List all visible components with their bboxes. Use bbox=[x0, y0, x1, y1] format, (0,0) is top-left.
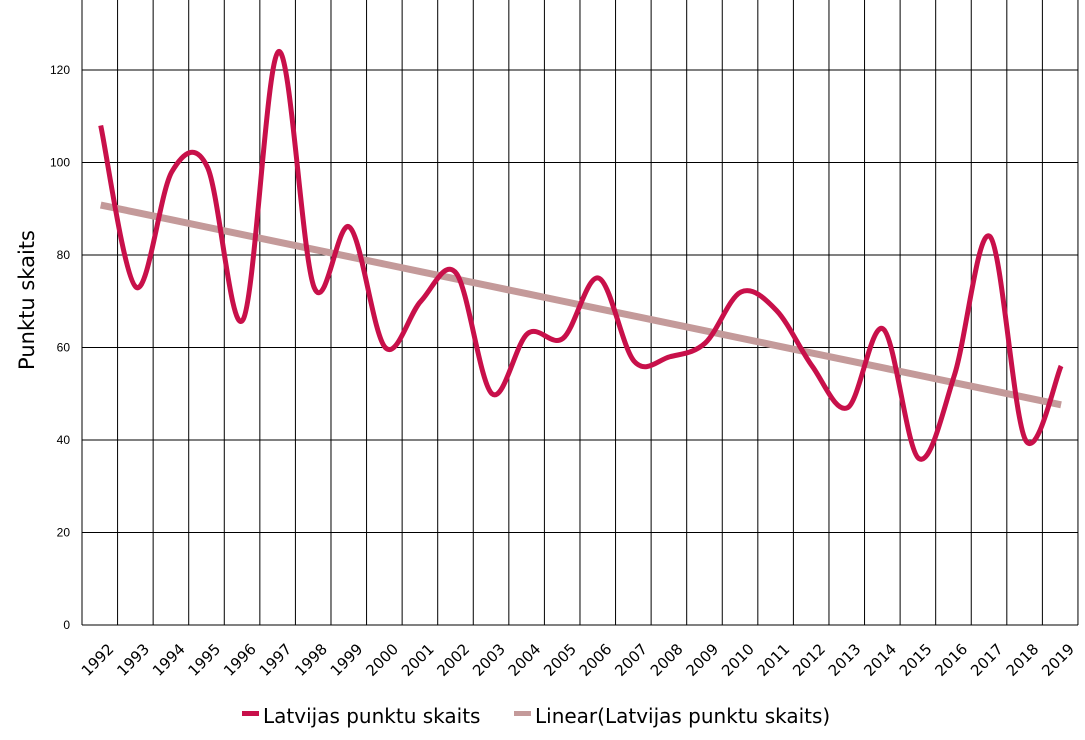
x-tick-label: 2013 bbox=[825, 640, 865, 680]
x-tick-label: 1993 bbox=[113, 640, 153, 680]
x-tick-label: 1994 bbox=[149, 640, 189, 680]
x-tick-label: 2015 bbox=[896, 640, 936, 680]
y-tick-label: 120 bbox=[50, 63, 70, 77]
x-tick-label: 1999 bbox=[327, 640, 367, 680]
x-axis-ticks: 1992199319941995199619971998199920002001… bbox=[78, 640, 1078, 680]
x-tick-label: 1997 bbox=[256, 640, 296, 680]
x-tick-label: 2009 bbox=[682, 640, 722, 680]
y-axis-ticks: 0 20 40 60 80 100 120 bbox=[50, 63, 70, 632]
x-tick-label: 2012 bbox=[789, 640, 829, 680]
x-tick-label: 2016 bbox=[931, 640, 971, 680]
x-tick-label: 2000 bbox=[362, 640, 402, 680]
x-tick-label: 2008 bbox=[647, 640, 687, 680]
x-tick-label: 2011 bbox=[754, 640, 794, 680]
x-tick-label: 2018 bbox=[1003, 640, 1043, 680]
x-tick-label: 2017 bbox=[967, 640, 1007, 680]
x-tick-label: 1992 bbox=[78, 640, 118, 680]
x-tick-label: 2003 bbox=[469, 640, 509, 680]
legend-label-series: Latvijas punktu skaits bbox=[263, 704, 480, 728]
y-tick-label: 20 bbox=[57, 526, 71, 540]
x-tick-label: 2005 bbox=[540, 640, 580, 680]
x-tick-label: 1996 bbox=[220, 640, 260, 680]
x-tick-label: 2002 bbox=[433, 640, 473, 680]
x-tick-label: 2007 bbox=[611, 640, 651, 680]
y-tick-label: 0 bbox=[63, 618, 70, 632]
x-tick-label: 1995 bbox=[185, 640, 225, 680]
y-tick-label: 80 bbox=[57, 248, 71, 262]
y-tick-label: 60 bbox=[57, 341, 71, 355]
series-lines bbox=[98, 48, 1064, 462]
x-tick-label: 2004 bbox=[505, 640, 545, 680]
y-tick-label: 40 bbox=[57, 433, 71, 447]
legend: Latvijas punktu skaits Linear(Latvijas p… bbox=[242, 704, 830, 728]
grid-lines bbox=[81, 0, 1079, 626]
x-tick-label: 2001 bbox=[398, 640, 438, 680]
y-axis-label: Punktu skaits bbox=[15, 230, 39, 370]
legend-swatch-series bbox=[242, 711, 259, 716]
x-tick-label: 2014 bbox=[860, 640, 900, 680]
legend-swatch-trendline bbox=[514, 711, 531, 716]
legend-label-trendline: Linear(Latvijas punktu skaits) bbox=[535, 704, 830, 728]
x-tick-label: 2006 bbox=[576, 640, 616, 680]
x-tick-label: 2010 bbox=[718, 640, 758, 680]
x-tick-label: 2019 bbox=[1038, 640, 1078, 680]
y-tick-label: 100 bbox=[50, 156, 70, 170]
x-tick-label: 1998 bbox=[291, 640, 331, 680]
